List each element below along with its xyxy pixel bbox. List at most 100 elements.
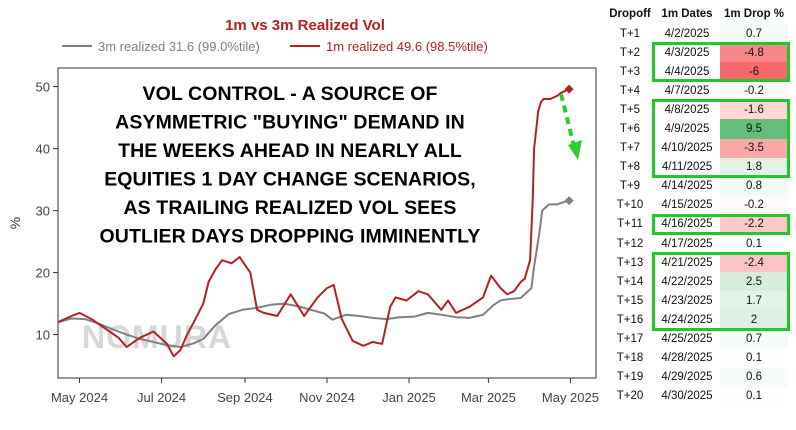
table-row: T+9 4/14/2025 0.8 bbox=[606, 176, 788, 196]
annotation-line: AS TRAILING REALIZED VOL SEES bbox=[124, 197, 457, 219]
cell-date: 4/8/2025 bbox=[664, 103, 710, 116]
cell-date: 4/10/2025 bbox=[661, 142, 713, 155]
cell-dropoff: T+12 bbox=[616, 237, 644, 250]
x-tick-label: Mar 2025 bbox=[461, 390, 516, 405]
table-body: T+1 4/2/2025 0.7 T+2 4/3/2025 -4.8 T+3 4/4/2025… bbox=[606, 24, 788, 406]
cell-dropoff: T+6 bbox=[619, 123, 641, 136]
arrow-head-icon bbox=[568, 140, 582, 160]
y-tick-label: 10 bbox=[36, 328, 50, 343]
cell-drop-pct: 1.7 bbox=[720, 291, 788, 311]
cell-drop-pct: -1.6 bbox=[720, 100, 788, 120]
cell-dropoff: T+7 bbox=[619, 142, 641, 155]
cell-dropoff: T+14 bbox=[616, 275, 644, 288]
table-row: T+15 4/23/2025 1.7 bbox=[606, 291, 788, 311]
dropoff-table: Dropoff 1m Dates 1m Drop % T+1 4/2/2025 0.… bbox=[606, 8, 788, 406]
cell-date: 4/9/2025 bbox=[664, 123, 710, 136]
cell-dropoff: T+13 bbox=[616, 256, 644, 269]
annotation-line: EQUITIES 1 DAY CHANGE SCENARIOS, bbox=[104, 169, 476, 191]
cell-drop-pct: -0.2 bbox=[720, 81, 788, 101]
cell-drop-pct: 0.1 bbox=[720, 234, 788, 254]
vol-chart: 1m vs 3m Realized Vol 3m realized 31.6 (… bbox=[7, 17, 599, 405]
series-layer bbox=[57, 84, 574, 358]
table-row: T+18 4/28/2025 0.1 bbox=[606, 348, 788, 368]
x-axis: May 2024 Jul 2024 Sep 2024 Nov 2024 Jan 2025… bbox=[51, 378, 599, 405]
table-row: T+4 4/7/2025 -0.2 bbox=[606, 81, 788, 101]
cell-drop-pct: 0.7 bbox=[720, 329, 788, 349]
cell-date: 4/3/2025 bbox=[664, 46, 710, 59]
cell-date: 4/7/2025 bbox=[664, 84, 710, 97]
table-row: T+5 4/8/2025 -1.6 bbox=[606, 100, 788, 120]
annotation-line: ASYMMETRIC "BUYING" DEMAND IN bbox=[115, 112, 465, 134]
table-row: T+12 4/17/2025 0.1 bbox=[606, 234, 788, 254]
cell-drop-pct: 0.1 bbox=[720, 386, 788, 406]
cell-dropoff: T+3 bbox=[619, 65, 641, 78]
table-row: T+1 4/2/2025 0.7 bbox=[606, 24, 788, 44]
cell-dropoff: T+8 bbox=[619, 161, 641, 174]
cell-drop-pct: 2.5 bbox=[720, 272, 788, 292]
x-tick-label: Nov 2024 bbox=[299, 390, 355, 405]
table-row: T+10 4/15/2025 -0.2 bbox=[606, 195, 788, 215]
y-tick-label: 20 bbox=[36, 266, 50, 281]
cell-dropoff: T+9 bbox=[619, 180, 641, 193]
cell-date: 4/11/2025 bbox=[661, 161, 713, 174]
table-row: T+2 4/3/2025 -4.8 bbox=[606, 43, 788, 63]
chart-title: 1m vs 3m Realized Vol bbox=[225, 17, 385, 34]
cell-dropoff: T+20 bbox=[616, 390, 644, 403]
annotation-line: OUTLIER DAYS DROPPING IMMINENTLY bbox=[100, 226, 481, 248]
header-dropoff: Dropoff bbox=[609, 8, 651, 20]
end-marker-3m bbox=[564, 196, 574, 206]
table-row: T+3 4/4/2025 -6 bbox=[606, 62, 788, 82]
table-row: T+19 4/29/2025 0.6 bbox=[606, 367, 788, 387]
cell-dropoff: T+2 bbox=[619, 46, 641, 59]
cell-date: 4/17/2025 bbox=[661, 237, 713, 250]
table-row: T+14 4/22/2025 2.5 bbox=[606, 272, 788, 292]
table-row: T+6 4/9/2025 9.5 bbox=[606, 119, 788, 139]
table-row: T+7 4/10/2025 -3.5 bbox=[606, 138, 788, 158]
cell-date: 4/30/2025 bbox=[661, 390, 713, 403]
cell-drop-pct: 0.1 bbox=[720, 348, 788, 368]
cell-drop-pct: 1.8 bbox=[720, 157, 788, 177]
table-row: T+16 4/24/2025 2 bbox=[606, 310, 788, 330]
x-tick-label: Sep 2024 bbox=[217, 390, 273, 405]
cell-drop-pct: -3.5 bbox=[720, 138, 788, 158]
annotation-text: VOL CONTROL - A SOURCE OF ASYMMETRIC "BUY… bbox=[100, 83, 481, 248]
cell-date: 4/2/2025 bbox=[664, 27, 710, 40]
series-line-3m-realized bbox=[57, 199, 570, 348]
y-tick-label: 40 bbox=[36, 142, 50, 157]
cell-dropoff: T+17 bbox=[616, 333, 644, 346]
cell-dropoff: T+10 bbox=[616, 199, 644, 212]
cell-dropoff: T+5 bbox=[619, 103, 641, 116]
cell-drop-pct: 9.5 bbox=[720, 119, 788, 139]
cell-date: 4/14/2025 bbox=[661, 180, 713, 193]
cell-date: 4/23/2025 bbox=[661, 294, 713, 307]
legend: 3m realized 31.6 (99.0%tile) 1m realized… bbox=[62, 39, 488, 54]
cell-date: 4/29/2025 bbox=[661, 371, 713, 384]
cell-dropoff: T+18 bbox=[616, 352, 644, 365]
cell-date: 4/22/2025 bbox=[661, 275, 713, 288]
cell-dropoff: T+11 bbox=[617, 218, 643, 231]
x-tick-label: Jan 2025 bbox=[382, 390, 436, 405]
annotation-line: THE WEEKS AHEAD IN NEARLY ALL bbox=[118, 140, 462, 162]
cell-date: 4/4/2025 bbox=[664, 65, 710, 78]
legend-label-3m: 3m realized 31.6 (99.0%tile) bbox=[98, 39, 260, 54]
down-arrow bbox=[559, 93, 582, 160]
cell-drop-pct: 0.7 bbox=[720, 24, 788, 44]
cell-date: 4/28/2025 bbox=[661, 352, 713, 365]
header-1m-dates: 1m Dates bbox=[661, 8, 713, 20]
y-axis-label: % bbox=[7, 217, 23, 229]
cell-drop-pct: -6 bbox=[720, 62, 788, 82]
cell-dropoff: T+4 bbox=[619, 84, 641, 97]
table-header-row: Dropoff 1m Dates 1m Drop % bbox=[606, 8, 788, 24]
cell-drop-pct: -0.2 bbox=[720, 195, 788, 215]
cell-dropoff: T+15 bbox=[616, 294, 644, 307]
end-marker-1m bbox=[564, 84, 574, 94]
y-tick-label: 30 bbox=[36, 204, 50, 219]
x-tick-label: May 2025 bbox=[542, 390, 599, 405]
cell-date: 4/16/2025 bbox=[661, 218, 713, 231]
table-row: T+17 4/25/2025 0.7 bbox=[606, 329, 788, 349]
cell-dropoff: T+1 bbox=[619, 27, 641, 40]
x-tick-label: May 2024 bbox=[51, 390, 108, 405]
watermark: NOMURA bbox=[82, 319, 232, 355]
y-axis: 10 20 30 40 50 bbox=[36, 80, 58, 343]
cell-drop-pct: 2 bbox=[720, 310, 788, 330]
